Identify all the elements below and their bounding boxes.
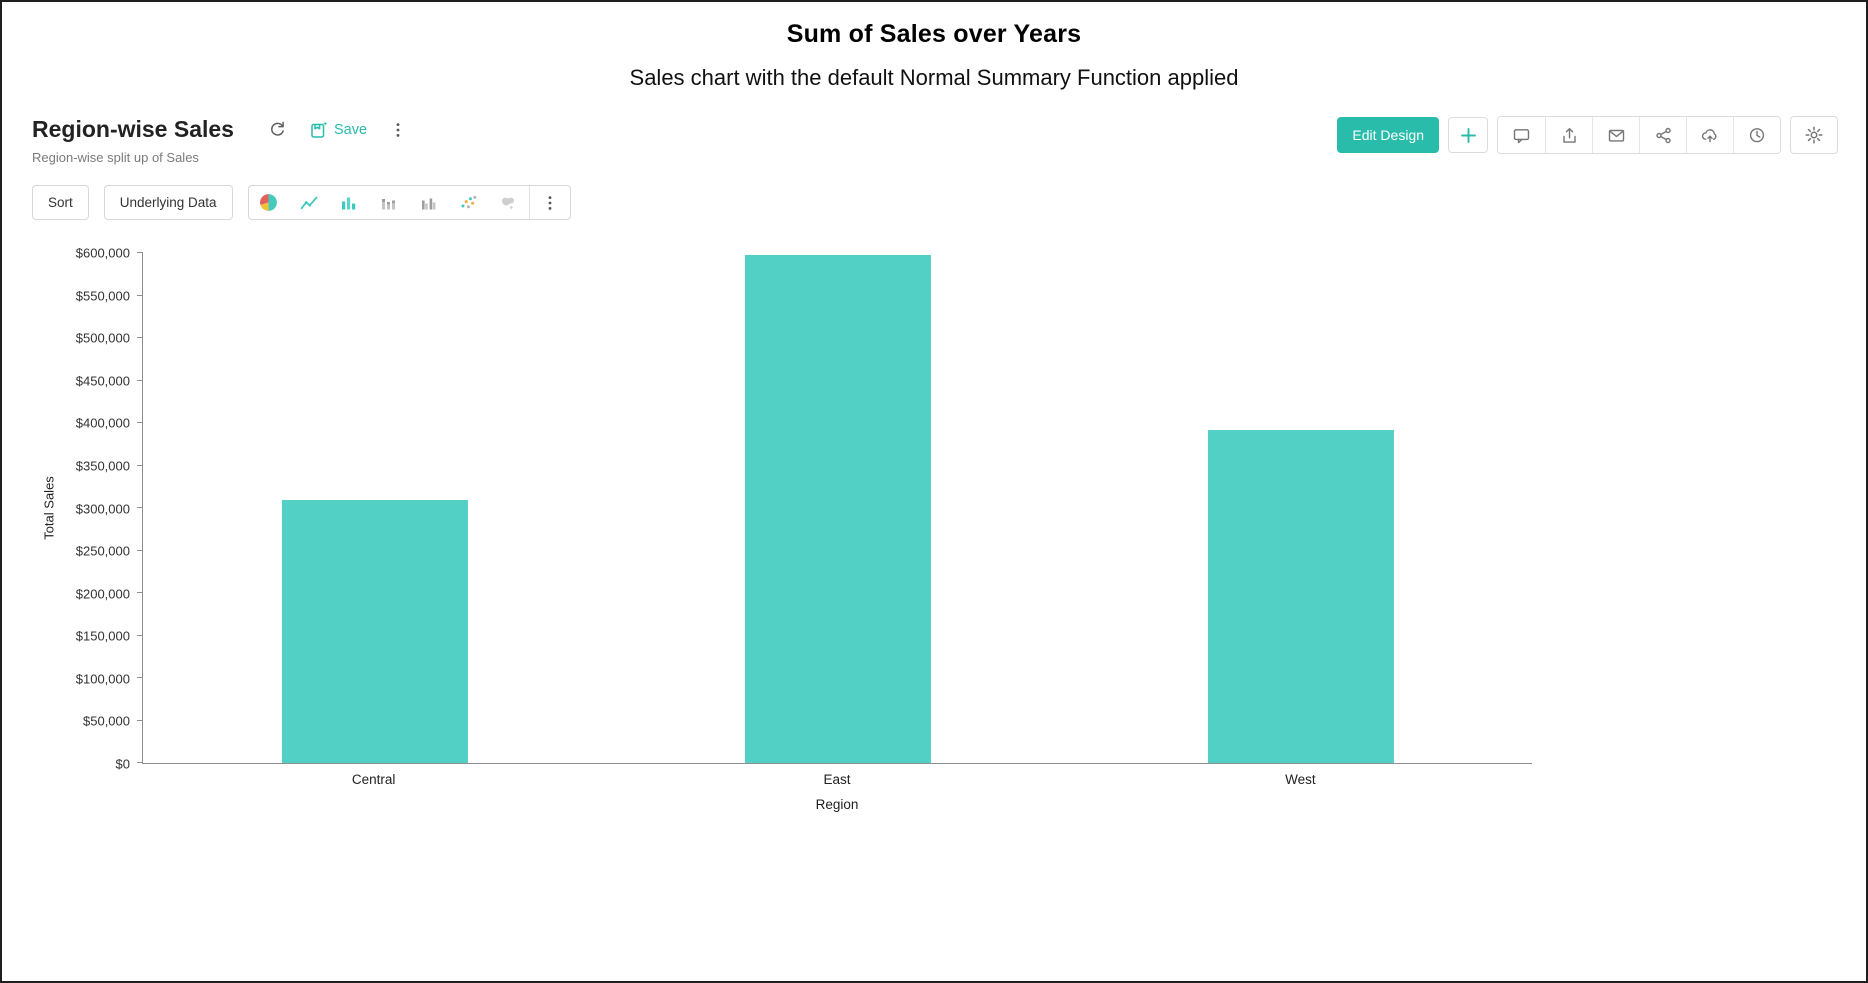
sort-button[interactable]: Sort — [32, 185, 89, 220]
page-subtitle: Sales chart with the default Normal Summ… — [629, 65, 1239, 90]
plot-area — [137, 252, 1532, 764]
x-axis-title: Region — [815, 797, 859, 812]
report-title-block: Region-wise Sales Save — [32, 116, 409, 165]
underlying-data-button[interactable]: Underlying Data — [103, 185, 233, 220]
save-icon — [311, 121, 328, 138]
email-icon — [1608, 129, 1624, 142]
save-label: Save — [333, 121, 368, 138]
y-tick-mark — [137, 464, 143, 466]
y-tick-label: $350,000 — [75, 458, 130, 474]
y-tick-label: $450,000 — [75, 373, 130, 389]
pie-chart-button[interactable] — [249, 186, 289, 219]
more-vertical-icon — [396, 122, 400, 137]
more-vertical-icon — [548, 195, 551, 210]
history-icon — [1749, 128, 1765, 143]
bar-east[interactable] — [744, 254, 931, 763]
share-icon — [1655, 127, 1671, 143]
y-tick-label: $500,000 — [75, 330, 130, 346]
y-tick-label: $550,000 — [75, 288, 130, 304]
cloud-upload-icon — [1701, 129, 1717, 143]
share-toolbar — [1497, 116, 1781, 154]
chart-toolbar: Sort Underlying Data — [32, 185, 571, 220]
x-tick-label: East — [823, 772, 851, 787]
save-button[interactable]: Save — [307, 118, 369, 142]
chart-type-selector — [247, 185, 571, 220]
y-tick-label: $400,000 — [75, 415, 130, 431]
map-chart-button[interactable] — [489, 186, 529, 219]
stacked-bar-chart-icon — [382, 199, 396, 210]
settings-button[interactable] — [1790, 116, 1838, 154]
refresh-button[interactable] — [266, 118, 289, 141]
line-chart-button[interactable] — [289, 186, 329, 219]
bar-chart-icon — [342, 197, 356, 210]
y-tick-mark — [137, 719, 143, 721]
email-button[interactable] — [1592, 117, 1639, 153]
scatter-chart-icon — [461, 195, 477, 209]
y-tick-mark — [137, 422, 143, 423]
y-tick-label: $0 — [115, 756, 130, 772]
y-tick-label: $300,000 — [75, 501, 130, 516]
more-options-button[interactable] — [387, 119, 409, 141]
edit-design-button[interactable]: Edit Design — [1337, 117, 1439, 153]
y-tick-mark — [137, 507, 143, 508]
toolbar-divider — [528, 186, 530, 219]
report-actions: Edit Design — [1337, 116, 1838, 154]
y-tick-label: $150,000 — [75, 628, 130, 644]
y-tick-label: $200,000 — [75, 586, 130, 602]
more-chart-types-button[interactable] — [530, 186, 570, 219]
cloud-upload-button[interactable] — [1686, 117, 1733, 153]
pie-chart-icon — [260, 194, 277, 211]
y-tick-mark — [137, 252, 143, 253]
map-chart-icon — [501, 197, 514, 209]
bar-central[interactable] — [281, 499, 468, 763]
page-title: Sum of Sales over Years — [786, 20, 1082, 48]
add-icon — [1460, 127, 1476, 143]
refresh-icon — [271, 121, 284, 136]
y-tick-mark — [137, 379, 143, 381]
share-button[interactable] — [1639, 117, 1686, 153]
grouped-bar-chart-icon — [422, 198, 436, 210]
x-tick-label: West — [1285, 772, 1316, 787]
y-tick-mark — [137, 294, 143, 296]
y-tick-label: $250,000 — [75, 543, 130, 559]
line-chart-icon — [300, 196, 317, 209]
bar-chart-button[interactable] — [329, 186, 369, 219]
y-tick-label: $600,000 — [75, 245, 130, 261]
report-title: Region-wise Sales — [32, 116, 234, 142]
y-tick-label: $50,000 — [83, 713, 130, 729]
report-subtitle: Region-wise split up of Sales — [32, 150, 199, 165]
scatter-chart-button[interactable] — [449, 186, 489, 219]
y-tick-mark — [137, 337, 143, 338]
y-tick-mark — [137, 549, 143, 551]
y-tick-mark — [137, 677, 143, 678]
grouped-bar-chart-button[interactable] — [409, 186, 449, 219]
export-button[interactable] — [1545, 117, 1592, 153]
chart: Total Sales $0 $50,000 $100,000 $150,000 $20… — [2, 246, 1866, 833]
y-tick-label: $100,000 — [75, 671, 130, 687]
x-axis-labels: Central East West — [142, 772, 1532, 790]
stacked-bar-chart-button[interactable] — [369, 186, 409, 219]
y-axis-labels: $0 $50,000 $100,000 $150,000 $200,000 $250,00… — [2, 246, 130, 772]
settings-gear-icon — [1805, 126, 1823, 144]
x-tick-label: Central — [351, 772, 396, 787]
history-button[interactable] — [1733, 117, 1780, 153]
add-button[interactable] — [1448, 117, 1488, 153]
y-tick-mark — [137, 592, 143, 593]
comment-button[interactable] — [1498, 117, 1545, 153]
export-icon — [1562, 127, 1576, 143]
comment-icon — [1513, 128, 1530, 143]
report-header: Region-wise Sales Save — [32, 116, 1838, 165]
bar-west[interactable] — [1207, 429, 1394, 763]
y-tick-mark — [137, 634, 143, 636]
y-tick-mark — [137, 762, 143, 763]
